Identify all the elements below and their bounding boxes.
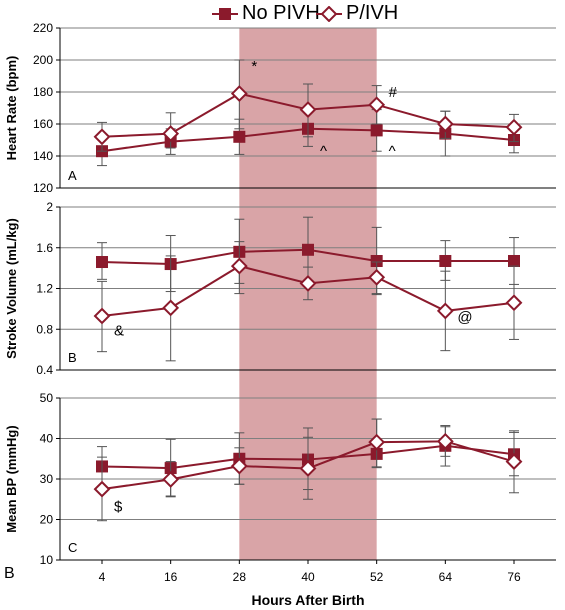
y-tick-label: 200 [33, 53, 53, 67]
data-point-diamond [162, 470, 180, 488]
legend: No PIVH P/IVH [0, 0, 565, 26]
series-p-ivh [93, 241, 523, 362]
data-point-diamond [93, 128, 111, 146]
panel-1: 120 140 160 180 200 220 Heart Rate (bpm) A * # ^ ^ [4, 21, 556, 195]
y-axis-label: Mean BP (mmHg) [4, 425, 19, 532]
y-tick-label: 2 [46, 200, 53, 214]
panel-label: A [68, 168, 77, 183]
panel-2: 0.4 0.8 1.2 1.6 2 Stroke Volume (mL/kg) B & @ [4, 200, 556, 377]
panel-3: 10 20 30 40 50 Mean BP (mmHg) C $ [4, 391, 556, 567]
y-tick-label: 220 [33, 21, 53, 35]
panel-label: C [68, 540, 77, 555]
data-point-square [439, 254, 452, 267]
annotation: @ [457, 309, 472, 326]
y-tick-label: 0.8 [36, 322, 53, 336]
data-point-diamond [368, 96, 386, 114]
data-point-square [370, 254, 383, 267]
annotation: ^ [320, 143, 327, 160]
x-tick-label: 28 [233, 570, 247, 584]
data-point-square [96, 256, 108, 269]
y-axis-label: Heart Rate (bpm) [4, 56, 19, 161]
legend-item-p-ivh: P/IVH [316, 2, 398, 25]
annotation: $ [114, 498, 123, 515]
legend-label-no-pivh: No PIVH [242, 2, 320, 24]
legend-swatch-no-pivh [212, 7, 238, 20]
annotation: ^ [389, 143, 396, 160]
y-tick-label: 10 [40, 553, 54, 567]
panel-label: B [68, 350, 77, 365]
legend-label-p-ivh: P/IVH [346, 2, 399, 24]
annotation: # [389, 84, 398, 101]
y-tick-label: 50 [40, 391, 54, 405]
data-point-diamond [93, 480, 111, 498]
y-tick-label: 180 [33, 85, 53, 99]
x-tick-label: 40 [301, 570, 315, 584]
data-point-diamond [230, 85, 248, 103]
legend-swatch-p-ivh [316, 5, 342, 22]
y-tick-label: 1.6 [36, 241, 53, 255]
x-tick-label: 16 [164, 570, 178, 584]
data-point-diamond [505, 453, 523, 470]
figure-label: B [4, 565, 15, 582]
data-point-diamond [162, 299, 180, 317]
data-point-diamond [436, 432, 454, 450]
y-tick-label: 140 [33, 149, 53, 163]
x-tick-label: 4 [99, 570, 106, 584]
data-point-diamond [230, 257, 248, 275]
series-p-ivh [93, 59, 523, 152]
data-point-diamond [93, 307, 111, 325]
y-tick-label: 20 [40, 513, 54, 527]
data-point-diamond [505, 118, 523, 136]
y-tick-label: 120 [33, 181, 53, 195]
data-point-diamond [505, 294, 523, 312]
data-point-diamond [299, 274, 317, 292]
y-axis-label: Stroke Volume (mL/kg) [4, 218, 19, 359]
x-tick-label: 52 [370, 570, 384, 584]
y-tick-label: 40 [40, 432, 54, 446]
x-tick-label: 76 [507, 570, 521, 584]
data-point-square [302, 243, 314, 256]
y-tick-label: 1.2 [36, 282, 53, 296]
data-point-diamond [299, 101, 317, 119]
data-point-diamond [368, 268, 386, 286]
y-tick-label: 160 [33, 117, 53, 131]
annotation: * [251, 58, 257, 75]
series-p-ivh [93, 418, 523, 522]
data-point-square [508, 254, 520, 267]
data-point-diamond [368, 433, 386, 451]
x-axis-label: Hours After Birth [251, 592, 364, 608]
data-point-diamond [436, 302, 454, 320]
data-point-square [233, 130, 246, 143]
x-tick-label: 64 [439, 570, 453, 584]
data-point-diamond [162, 125, 180, 143]
data-point-diamond [436, 115, 454, 133]
data-point-diamond [230, 457, 248, 475]
data-point-square [370, 124, 383, 137]
data-point-diamond [299, 460, 317, 477]
annotation: & [114, 322, 124, 339]
legend-item-no-pivh: No PIVH [212, 2, 320, 25]
y-tick-label: 0.4 [36, 363, 53, 377]
y-tick-label: 30 [40, 472, 54, 486]
